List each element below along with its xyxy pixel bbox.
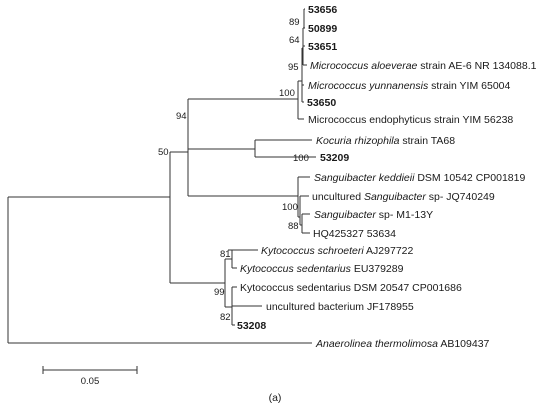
- bootstrap-99: 99: [214, 287, 225, 298]
- leaf-53651: 53651: [308, 41, 337, 53]
- bootstrap-100-sanguibacter: 100: [282, 202, 298, 213]
- bootstrap-88: 88: [288, 221, 299, 232]
- panel-label: (a): [269, 392, 282, 404]
- leaf-53650: 53650: [307, 97, 336, 109]
- bootstrap-95: 95: [288, 62, 299, 73]
- bootstrap-100-kocuria: 100: [293, 153, 309, 164]
- leaf-micrococcus-endophyticus: Micrococcus endophyticus strain YIM 5623…: [308, 114, 513, 126]
- leaf-labels: 53656 50899 53651 Micrococcus aloeverae …: [237, 4, 537, 350]
- leaf-sanguibacter-m1: Sanguibacter sp- M1-13Y: [314, 209, 433, 221]
- bootstrap-64: 64: [289, 35, 300, 46]
- leaf-53209: 53209: [320, 152, 349, 164]
- scale-bar: 0.05: [42, 366, 138, 387]
- leaf-micrococcus-aloeverae: Micrococcus aloeverae strain AE-6 NR 134…: [310, 60, 537, 72]
- leaf-anaerolinea-thermolimosa: Anaerolinea thermolimosa AB109437: [315, 338, 490, 350]
- leaf-uncultured-sanguibacter: uncultured Sanguibacter sp- JQ740249: [312, 191, 495, 203]
- bootstrap-values: 89 64 95 100 94 100 50 100 88 81 99 82: [158, 17, 309, 323]
- bootstrap-89: 89: [289, 17, 300, 28]
- leaf-hq425327: HQ425327 53634: [313, 228, 396, 240]
- bootstrap-81: 81: [220, 249, 231, 260]
- leaf-50899: 50899: [308, 23, 337, 35]
- leaf-sanguibacter-keddieii: Sanguibacter keddieii DSM 10542 CP001819: [314, 172, 525, 184]
- leaf-uncultured-bacterium: uncultured bacterium JF178955: [266, 301, 414, 313]
- leaf-kocuria-rhizophila: Kocuria rhizophila strain TA68: [316, 135, 455, 147]
- leaf-kytococcus-sedentarius: Kytococcus sedentarius EU379289: [240, 263, 404, 275]
- bootstrap-50: 50: [158, 147, 169, 158]
- leaf-micrococcus-yunnanensis: Micrococcus yunnanensis strain YIM 65004: [308, 80, 510, 92]
- leaf-53656: 53656: [308, 4, 337, 16]
- leaf-kytococcus-dsm: Kytococcus sedentarius DSM 20547 CP00168…: [240, 282, 462, 294]
- leaf-kytococcus-schroeteri: Kytococcus schroeteri AJ297722: [261, 245, 414, 257]
- bootstrap-100-micrococcus: 100: [279, 88, 295, 99]
- tree-branches: [7, 8, 316, 344]
- bootstrap-82: 82: [220, 312, 231, 323]
- bootstrap-94: 94: [176, 111, 187, 122]
- leaf-53208: 53208: [237, 320, 266, 332]
- scale-bar-label: 0.05: [81, 376, 100, 387]
